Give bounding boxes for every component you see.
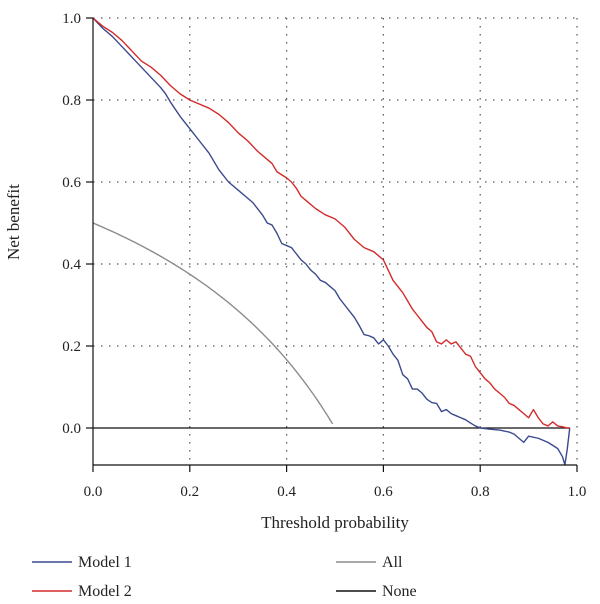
x-tick-label: 0.2 [180,484,199,500]
y-tick-label: 1.0 [62,11,81,27]
x-tick-label: 0.8 [471,484,490,500]
axis-layer: 0.0 0.2 0.4 0.6 0.8 1.0 0.0 0.2 0.4 0.6 0.8 1.0 [62,11,586,500]
legend-label-none: None [382,583,417,600]
legend-label-model-1: Model 1 [78,554,132,571]
series-layer [92,17,571,466]
legend-label-model-2: Model 2 [78,583,132,600]
x-tick-label: 0.6 [374,484,393,500]
legend: Model 1 Model 2 All None [32,554,417,600]
series-line-model-1 [92,17,571,466]
x-axis-title: Threshold probability [261,513,409,532]
y-tick-label: 0.2 [62,339,81,355]
y-tick-label: 0.4 [62,257,81,273]
series-line-all [92,222,334,425]
y-tick-label: 0.6 [62,175,81,191]
y-tick-label: 0.8 [62,93,81,109]
series-line-model-2 [92,17,570,429]
legend-label-all: All [382,554,403,571]
x-tick-label: 1.0 [568,484,587,500]
x-tick-label: 0.0 [84,484,103,500]
x-tick-label: 0.4 [277,484,296,500]
y-axis-title: Net benefit [4,184,23,260]
y-tick-label: 0.0 [62,421,81,437]
